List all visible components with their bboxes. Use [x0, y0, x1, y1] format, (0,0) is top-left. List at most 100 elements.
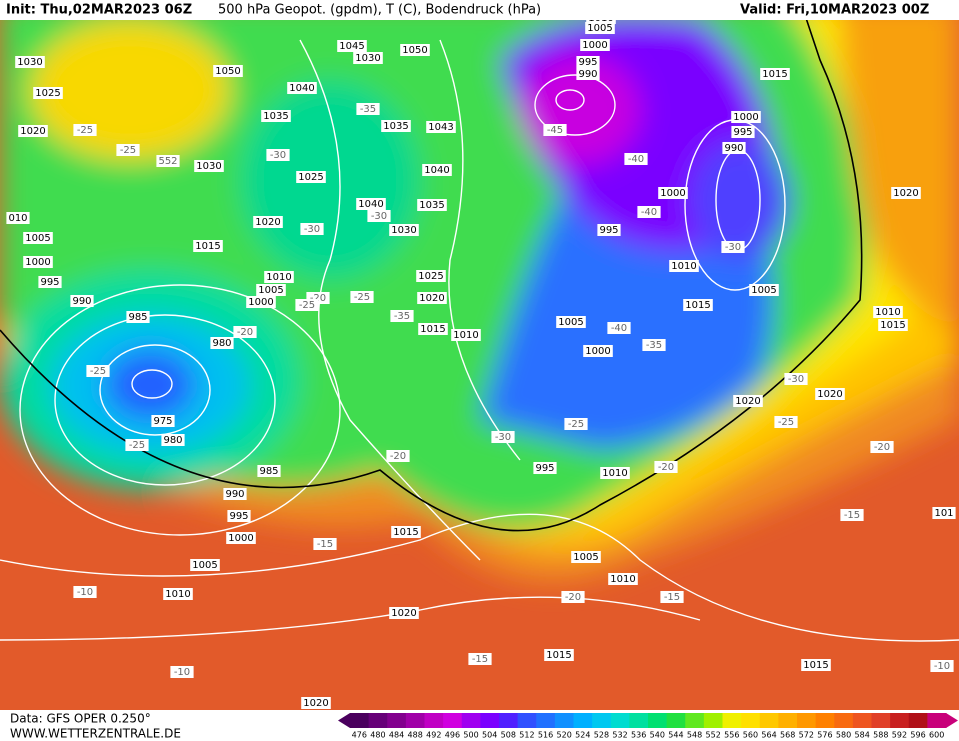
reference-contour [0, 0, 863, 532]
isobar-label: 990 [225, 489, 244, 500]
temperature-label: -25 [129, 440, 145, 451]
isobar-label: 1025 [418, 271, 443, 282]
isobar-label: 1010 [266, 272, 291, 283]
colorbar-label: 576 [817, 731, 832, 740]
isobar-label-box [264, 271, 294, 283]
temperature-label-box [350, 291, 374, 303]
isobar-label: 1020 [255, 217, 280, 228]
colorbar-label: 512 [519, 731, 534, 740]
temperature-label: -35 [360, 104, 376, 115]
colorbar-swatch [573, 713, 593, 728]
colorbar-swatch [890, 713, 910, 728]
isobar-label: 1005 [258, 285, 283, 296]
isobar-label-box [733, 395, 763, 407]
temperature-label-box [637, 206, 661, 218]
isobar-label-box [194, 160, 224, 172]
isobar-label: 980 [163, 435, 182, 446]
temperature-label: 552 [158, 156, 177, 167]
isobar-label-box [246, 296, 276, 308]
temperature-label: -10 [934, 661, 950, 672]
isobar-label: 990 [578, 69, 597, 80]
colorbar-swatch [871, 713, 891, 728]
colorbar-swatch [517, 713, 537, 728]
colorbar-swatch [480, 713, 500, 728]
temperature-label: -35 [394, 311, 410, 322]
temperature-label: -10 [77, 587, 93, 598]
colorbar-swatch [629, 713, 649, 728]
isobar-label: 1015 [195, 241, 220, 252]
temperature-label: -25 [354, 292, 370, 303]
colorbar-swatch [927, 713, 947, 728]
isobar-label: 1025 [298, 172, 323, 183]
colorbar-swatch [424, 713, 444, 728]
colorbar-label: 532 [612, 731, 627, 740]
isobar-label-box [356, 198, 386, 210]
colorbar-swatch [368, 713, 388, 728]
temperature-label-box [156, 155, 180, 167]
temperature-label-box [607, 322, 631, 334]
colorbar-swatch [592, 713, 612, 728]
temperature-label: -25 [77, 125, 93, 136]
colorbar-label: 520 [557, 731, 572, 740]
temperature-label-box [870, 441, 894, 453]
valid-time: Valid: Fri,10MAR2023 00Z [740, 3, 929, 18]
isobar-label-box [227, 510, 251, 522]
temperature-label-box [295, 299, 319, 311]
isobar-label: 975 [153, 416, 172, 427]
isobar-label-box [669, 260, 699, 272]
isobar-label: 1040 [424, 165, 449, 176]
colorbar-swatch [741, 713, 761, 728]
isobar-label: 1005 [751, 285, 776, 296]
isobar-label: 1010 [671, 261, 696, 272]
isobar-label-box [544, 649, 574, 661]
isobar-label-box [381, 120, 411, 132]
colorbar-label: 536 [631, 731, 646, 740]
isobar-label-box [580, 39, 610, 51]
colorbar-label: 492 [426, 731, 441, 740]
header-band [0, 0, 959, 20]
isobar-label-box [722, 142, 746, 154]
isobar-label: 1040 [358, 199, 383, 210]
temperature-label-box [491, 431, 515, 443]
temperature-label: -30 [495, 432, 511, 443]
isobar-label-box [353, 52, 383, 64]
isobar-label-box [210, 337, 234, 349]
temperature-label-box [233, 326, 257, 338]
temperature-label-box [721, 241, 745, 253]
isobar-label-box [801, 659, 831, 671]
colorbar-label: 504 [482, 731, 497, 740]
isobar-label-box [287, 82, 317, 94]
isobar-label: 1020 [735, 396, 760, 407]
temperature-label: -30 [304, 224, 320, 235]
colorbar-label: 480 [370, 731, 385, 740]
isobar-label: 1000 [585, 346, 610, 357]
isobar-label: 1030 [355, 53, 380, 64]
temperature-label-box [125, 439, 149, 451]
init-time: Init: Thu,02MAR2023 06Z [6, 3, 192, 18]
temperature-label: -20 [565, 592, 581, 603]
temperature-label: -20 [658, 462, 674, 473]
isobar-label-box [583, 345, 613, 357]
colorbar-label: 508 [501, 731, 516, 740]
isobar-label-box [296, 171, 326, 183]
colorbar-swatch [852, 713, 872, 728]
isobar-label: 1043 [428, 122, 453, 133]
isobar-label-box [389, 607, 419, 619]
map-title: 500 hPa Geopot. (gpdm), T (C), Bodendruc… [218, 3, 541, 18]
isobar-label: 995 [535, 463, 554, 474]
colorbar-label: 588 [873, 731, 888, 740]
isobar-label: 1010 [453, 330, 478, 341]
isobar-label: 1020 [20, 126, 45, 137]
isobar-label-box [451, 329, 481, 341]
isobar-label: 1020 [419, 293, 444, 304]
isobar-label: 995 [229, 511, 248, 522]
colorbar-label: 524 [575, 731, 590, 740]
temperature-label-box [367, 210, 391, 222]
isobar-label-box [556, 316, 586, 328]
isobar-label-box [417, 292, 447, 304]
isobar-label: 1005 [587, 23, 612, 34]
isobar-label-box [70, 295, 94, 307]
isobar-label: 1020 [303, 698, 328, 709]
isobar-label: 1025 [35, 88, 60, 99]
